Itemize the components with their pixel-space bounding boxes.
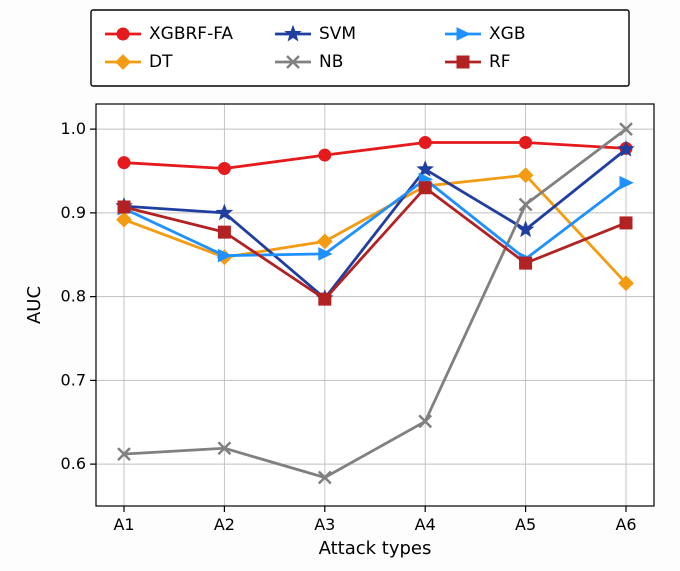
y-tick-label: 1.0 <box>61 119 86 138</box>
y-tick-label: 0.9 <box>61 203 86 222</box>
y-axis-label: AUC <box>24 286 45 324</box>
x-tick-label: A1 <box>113 515 134 534</box>
legend-label: DT <box>149 52 173 72</box>
x-tick-label: A6 <box>615 515 636 534</box>
legend-label: NB <box>319 52 343 72</box>
legend-label: SVM <box>319 24 356 44</box>
legend-label: RF <box>489 52 511 72</box>
chart-svg: 0.6 0.7 0.8 0.9 1.0 A1 A2 A3 A4 A5 A6 Attack types A… <box>0 0 680 571</box>
x-tick-label: A3 <box>314 515 335 534</box>
y-tick-label: 0.8 <box>61 287 86 306</box>
x-tick-label: A4 <box>415 515 436 534</box>
auc-line-chart: 0.6 0.7 0.8 0.9 1.0 A1 A2 A3 A4 A5 A6 Attack types A… <box>0 0 680 571</box>
legend-label: XGBRF-FA <box>149 24 233 44</box>
x-tick-label: A2 <box>214 515 235 534</box>
x-axis-label: Attack types <box>319 538 432 559</box>
legend: XGBRF-FA DT SVM NB XGB RF <box>91 10 629 86</box>
x-tick-label: A5 <box>515 515 536 534</box>
legend-label: XGB <box>489 24 525 44</box>
y-tick-label: 0.7 <box>61 370 86 389</box>
y-tick-label: 0.6 <box>61 454 86 473</box>
